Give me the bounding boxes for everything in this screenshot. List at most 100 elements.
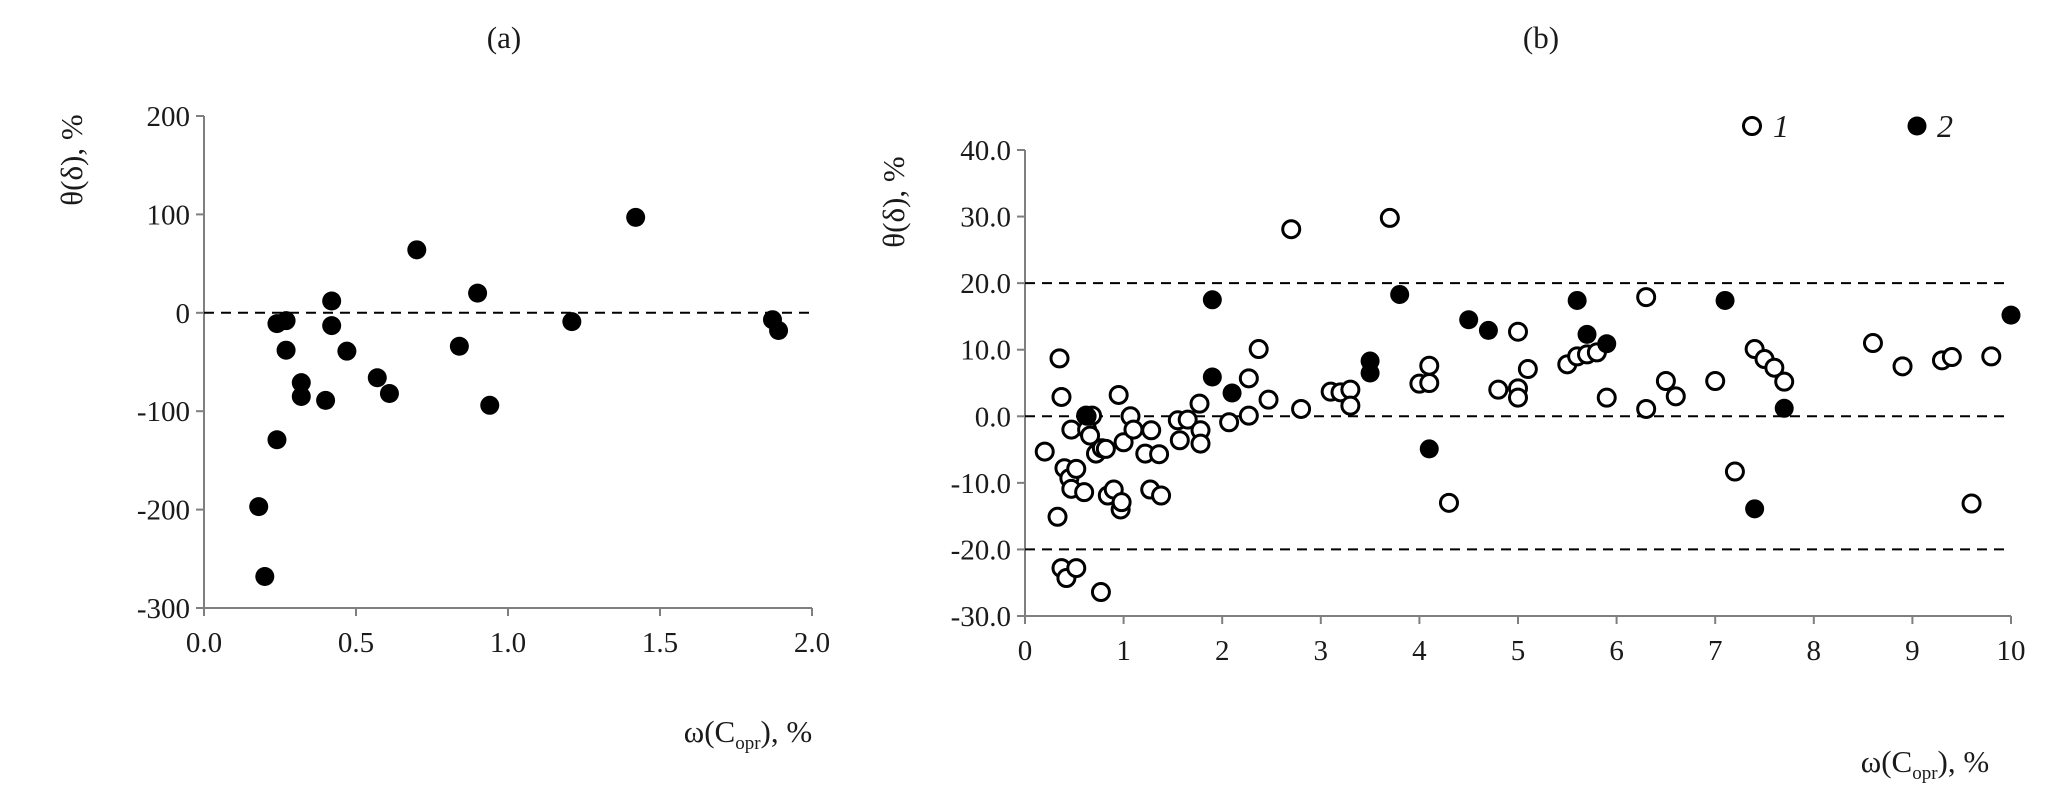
panel-a-x-tick-label: 0.0 xyxy=(186,627,222,659)
panel-b-point-open xyxy=(1892,356,1913,377)
panel-b-x-tick-label: 10 xyxy=(1997,635,2026,667)
panel-b-point-filled xyxy=(1360,363,1380,383)
panel-a-point-filled xyxy=(276,340,296,360)
panel-b-y-tick-label: 30.0 xyxy=(960,202,1011,234)
panel-a-point-filled xyxy=(249,497,269,517)
panel-a-x-tick-label: 2.0 xyxy=(794,627,830,659)
panel-b-x-tick-label: 7 xyxy=(1708,635,1723,667)
panel-a-y-tick-label: 100 xyxy=(147,199,191,231)
panel-b-point-open xyxy=(1258,389,1279,410)
panel-b-x-axis-label: ω(Copr), % xyxy=(1861,744,1989,784)
panel-b-point-open xyxy=(1090,582,1111,603)
panel-a-x-axis-label-subscript: opr xyxy=(735,733,761,754)
panel-b-point-open xyxy=(1066,458,1087,479)
panel-b-point-open xyxy=(1379,207,1400,228)
panel-b-x-tick-label: 2 xyxy=(1215,635,1230,667)
panel-b-point-open xyxy=(1074,482,1095,503)
panel-b-point-open xyxy=(1655,371,1676,392)
panel-b-x-tick-label: 5 xyxy=(1511,635,1526,667)
panel-a-y-tick-label: 200 xyxy=(147,101,191,133)
panel-b-point-filled xyxy=(1597,334,1617,354)
panel-b-point-filled xyxy=(1202,290,1222,310)
panel-b-point-open xyxy=(1705,371,1726,392)
panel-b-point-open xyxy=(1636,287,1657,308)
panel-b-point-open xyxy=(1149,444,1170,465)
panel-a-y-axis-label: θ(δ), % xyxy=(54,114,89,205)
panel-b-point-open xyxy=(1508,321,1528,342)
panel-b-point-open xyxy=(1941,347,1962,368)
panel-b-point-filled xyxy=(1774,398,1794,418)
panel-a-y-tick-label: 0 xyxy=(176,298,191,330)
panel-b-point-open xyxy=(1862,333,1883,354)
panel-b-x-tick-label: 4 xyxy=(1412,635,1427,667)
panel-a-point-filled xyxy=(562,312,582,332)
panel-b-point-filled xyxy=(1577,324,1597,344)
panel-a-point-filled xyxy=(337,341,357,361)
panel-b-x-tick-label: 1 xyxy=(1116,635,1131,667)
panel-b-point-open xyxy=(1636,398,1657,419)
panel-b-title: (b) xyxy=(1523,20,1559,55)
panel-a: (a) θ(δ), % ω(Copr), % -300 -200 -100 0 100 2… xyxy=(54,20,830,754)
panel-b-point-open xyxy=(1051,386,1072,407)
panel-a-point-filled xyxy=(449,336,469,356)
panel-a-x-axis-label-main: ω(C xyxy=(684,714,735,749)
panel-b-point-filled xyxy=(1390,284,1410,304)
panel-b-x-tick-label: 3 xyxy=(1314,635,1329,667)
panel-b-point-open xyxy=(1095,438,1116,459)
panel-a-y-tick-label: -200 xyxy=(137,495,190,527)
panel-b-point-open xyxy=(1438,492,1459,513)
panel-b-x-tick-label: 0 xyxy=(1018,635,1033,667)
legend-label-series-1: 1 xyxy=(1773,108,1789,144)
panel-a-point-filled xyxy=(379,383,399,403)
panel-a-point-filled xyxy=(291,386,311,406)
panel-a-point-filled xyxy=(367,368,387,388)
panel-a-point-filled xyxy=(276,311,296,331)
panel-b-point-filled xyxy=(2001,305,2021,325)
panel-b-point-filled xyxy=(1459,310,1479,330)
panel-b-legend: 1 2 xyxy=(1742,108,1953,144)
panel-b-point-open xyxy=(1080,425,1101,446)
panel-a-y-tick-label: -100 xyxy=(137,396,190,428)
panel-b-point-open xyxy=(1764,357,1785,378)
panel-b-point-filled xyxy=(1715,290,1735,310)
panel-a-point-filled xyxy=(316,390,336,410)
panel-b-point-filled xyxy=(1202,367,1222,387)
panel-b-point-open xyxy=(1665,386,1686,407)
panel-b-point-open xyxy=(1141,420,1162,441)
panel-a-y-tick-label: -300 xyxy=(137,593,190,625)
panel-b: (b) θ(δ), % ω(Copr), % -30.0 -20.0 -10.0 0.… xyxy=(876,20,2026,784)
panel-a-plot-area: -300 -200 -100 0 100 200 0.0 0.5 1.0 1.5 2.0 xyxy=(137,101,830,659)
panel-b-point-filled xyxy=(1419,439,1439,459)
panel-b-plot-area: -30.0 -20.0 -10.0 0.0 10.0 20.0 30.0 40.0 0 1 2 3 4 5… xyxy=(951,135,2026,667)
panel-b-point-open xyxy=(1219,412,1240,433)
panel-b-point-open xyxy=(1123,419,1144,440)
panel-b-y-tick-label: 0.0 xyxy=(975,401,1011,433)
legend-label-series-2: 2 xyxy=(1937,108,1953,144)
panel-a-point-filled xyxy=(322,316,342,336)
panel-a-point-filled xyxy=(255,567,275,587)
panel-b-point-open xyxy=(1981,346,2002,367)
panel-a-x-tick-label: 1.0 xyxy=(490,627,526,659)
panel-b-y-tick-label: -30.0 xyxy=(951,601,1011,633)
panel-b-point-open xyxy=(1340,395,1361,416)
panel-b-point-filled xyxy=(1222,383,1242,403)
legend-marker-filled xyxy=(1907,116,1927,136)
panel-b-point-open xyxy=(1774,371,1795,392)
panel-a-x-axis-label-tail: ), % xyxy=(761,714,813,749)
panel-a-x-axis-label: ω(Copr), % xyxy=(684,714,812,754)
panel-b-point-open xyxy=(1111,492,1132,513)
panel-b-x-axis-label-subscript: opr xyxy=(1912,763,1938,784)
panel-b-point-open xyxy=(1049,348,1070,369)
legend-marker-open xyxy=(1742,116,1762,136)
panel-b-point-open xyxy=(1419,373,1440,393)
panel-a-point-filled xyxy=(291,373,311,393)
panel-b-y-tick-label: -20.0 xyxy=(951,534,1011,566)
panel-b-point-open xyxy=(1419,355,1440,376)
panel-b-point-open xyxy=(1189,393,1210,414)
panel-b-x-tick-label: 6 xyxy=(1609,635,1624,667)
panel-b-x-axis-label-tail: ), % xyxy=(1938,744,1990,779)
panel-b-point-filled xyxy=(1567,290,1587,310)
panel-b-point-open xyxy=(1047,506,1068,527)
panel-b-y-tick-label: -10.0 xyxy=(951,468,1011,500)
